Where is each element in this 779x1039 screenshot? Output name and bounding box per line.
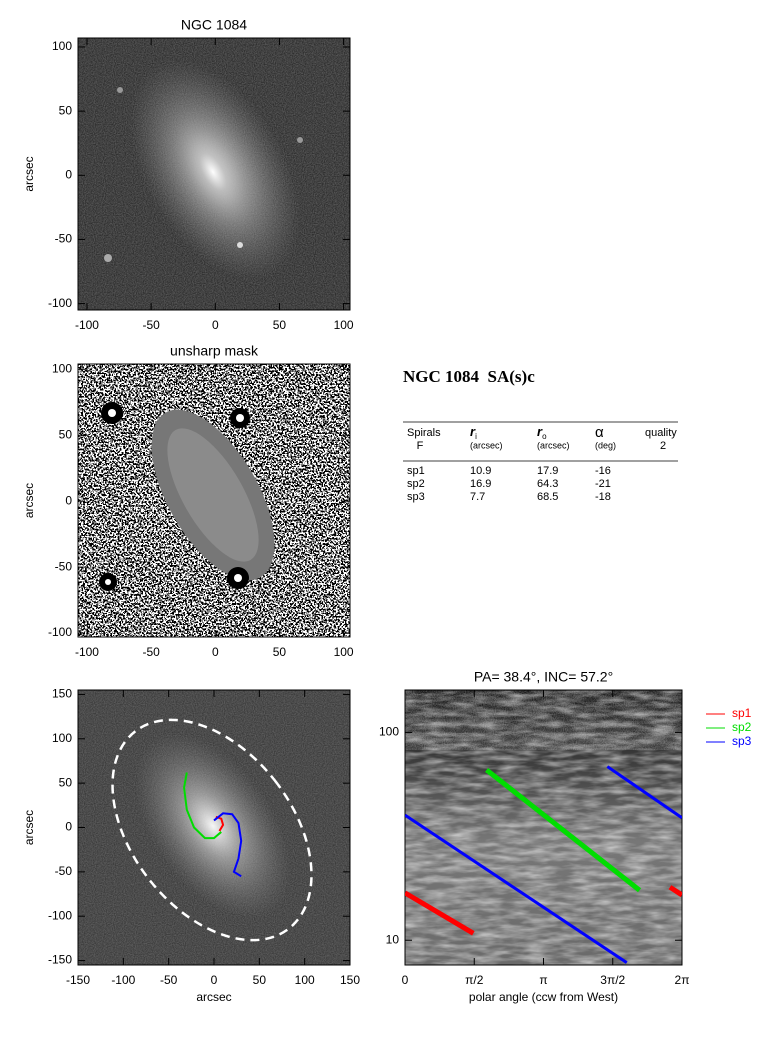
plot-frame — [77, 363, 351, 638]
x-tick-label: 50 — [273, 318, 287, 332]
y-tick-label: -100 — [48, 296, 72, 310]
column-header: ri — [470, 424, 477, 441]
chart-title: PA= 38.4°, INC= 57.2° — [474, 669, 613, 685]
table-cell: 68.5 — [537, 491, 558, 503]
chart-title: NGC 1084 — [181, 17, 247, 33]
table-cell: -21 — [595, 478, 611, 490]
table-cell: 7.7 — [470, 491, 485, 503]
x-tick-label: -50 — [160, 973, 178, 987]
spiral-line — [485, 767, 642, 893]
table-cell: sp3 — [407, 491, 425, 503]
table-cell: sp1 — [407, 465, 425, 477]
plot-frame — [77, 37, 351, 311]
table-cell: 17.9 — [537, 465, 558, 477]
x-tick-label: 0 — [402, 973, 409, 987]
spiral-line — [405, 765, 682, 964]
x-tick-label: 150 — [340, 973, 360, 987]
y-tick-label: 100 — [52, 731, 72, 745]
table-cell: -18 — [595, 491, 611, 503]
galaxy-image — [78, 38, 350, 310]
x-tick-label: 50 — [253, 973, 267, 987]
y-tick-label: 0 — [65, 167, 72, 181]
legend-label: sp2 — [732, 720, 752, 734]
header-label: r — [537, 424, 543, 439]
column-note: (arcsec) — [537, 440, 570, 450]
table-cell: 64.3 — [537, 478, 558, 490]
column-header: Spirals — [407, 427, 441, 439]
x-tick-label: π — [539, 973, 547, 987]
spiral-line — [405, 885, 682, 936]
polar-image — [405, 690, 682, 965]
spiral-image — [78, 690, 350, 965]
y-tick-label: 10 — [386, 932, 400, 946]
x-tick-label: 0 — [211, 973, 218, 987]
x-tick-label: 100 — [295, 973, 315, 987]
x-tick-label: 100 — [334, 645, 354, 659]
y-tick-label: 0 — [65, 820, 72, 834]
x-tick-label: 0 — [212, 645, 219, 659]
x-tick-label: -150 — [66, 973, 90, 987]
column-header: ro — [537, 424, 547, 441]
table-title: NGC 1084 SA(s)c — [403, 367, 535, 386]
header-subscript: o — [542, 432, 547, 441]
table-cell: sp2 — [407, 478, 425, 490]
header-label: α — [595, 424, 604, 441]
header-label: r — [470, 424, 476, 439]
spiral-line — [183, 772, 222, 840]
y-tick-label: -150 — [48, 953, 72, 967]
table-cell: 16.9 — [470, 478, 491, 490]
spiral-line — [213, 812, 243, 878]
header-subscript: i — [475, 432, 477, 441]
x-tick-label: 3π/2 — [600, 973, 625, 987]
column-note: (arcsec) — [470, 440, 503, 450]
y-tick-label: 150 — [52, 687, 72, 701]
x-tick-label: -100 — [75, 318, 99, 332]
y-tick-label: -100 — [48, 625, 72, 639]
x-tick-label: -50 — [142, 318, 160, 332]
y-axis-label: arcsec — [22, 483, 36, 518]
unsharp-image — [78, 364, 350, 637]
y-tick-label: 50 — [59, 775, 73, 789]
column-note: F — [417, 440, 424, 452]
y-tick-label: -50 — [55, 559, 73, 573]
y-tick-label: 50 — [59, 427, 73, 441]
y-tick-label: 100 — [379, 725, 399, 739]
column-header: α — [595, 424, 604, 441]
x-tick-label: -50 — [142, 645, 160, 659]
x-tick-label: -100 — [75, 645, 99, 659]
y-tick-label: -100 — [48, 908, 72, 922]
table-cell: 10.9 — [470, 465, 491, 477]
chart-title: unsharp mask — [170, 343, 259, 359]
y-tick-label: -50 — [55, 864, 73, 878]
column-header: quality — [645, 427, 677, 439]
x-axis-label: arcsec — [196, 990, 231, 1004]
column-note: 2 — [660, 440, 666, 452]
y-tick-label: -50 — [55, 232, 73, 246]
y-tick-label: 50 — [59, 103, 73, 117]
x-tick-label: -100 — [111, 973, 135, 987]
y-tick-label: 100 — [52, 361, 72, 375]
column-note: (deg) — [595, 440, 616, 450]
y-axis-label: arcsec — [22, 156, 36, 191]
x-axis-label: polar angle (ccw from West) — [469, 990, 618, 1004]
x-tick-label: 2π — [675, 973, 690, 987]
x-tick-label: 50 — [273, 645, 287, 659]
header-label: quality — [645, 427, 677, 439]
table-cell: -16 — [595, 465, 611, 477]
y-tick-label: 100 — [52, 39, 72, 53]
y-tick-label: 0 — [65, 493, 72, 507]
legend-label: sp3 — [732, 734, 752, 748]
header-label: Spirals — [407, 427, 441, 439]
y-axis-label: arcsec — [22, 810, 36, 845]
x-tick-label: 0 — [212, 318, 219, 332]
x-tick-label: 100 — [334, 318, 354, 332]
x-tick-label: π/2 — [465, 973, 484, 987]
legend-label: sp1 — [732, 706, 752, 720]
